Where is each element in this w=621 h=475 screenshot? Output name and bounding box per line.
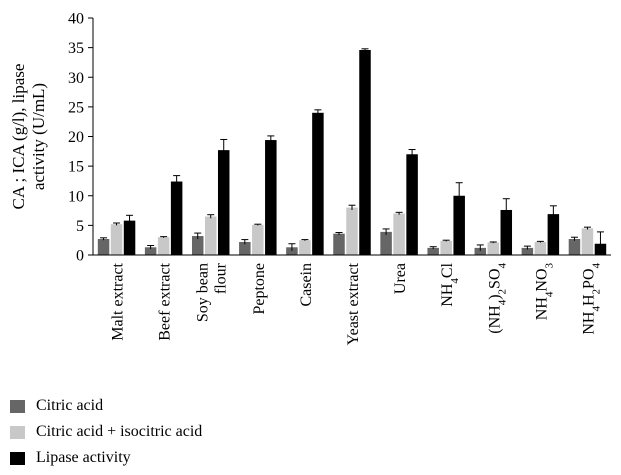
subscript: 2 — [496, 289, 508, 295]
x-tick-label: Yeast extract — [345, 262, 362, 345]
y-tick-label: 40 — [68, 11, 84, 28]
legend-item-citric-acid: Citric acid — [10, 394, 103, 418]
bar-2-3 — [265, 140, 277, 255]
x-tick-label: Malt extract — [110, 262, 127, 340]
y-tick-label: 10 — [68, 188, 84, 205]
bar-0-9 — [521, 247, 534, 255]
x-tick-label: Casein — [298, 263, 315, 307]
x-tick-label: flour — [213, 262, 230, 294]
y-tick-label: 35 — [68, 40, 84, 57]
bar-1-0 — [110, 224, 123, 255]
x-tick-label: (NH4)2SO4 — [486, 263, 508, 334]
label-text: (NH — [486, 305, 503, 334]
x-tick-label: NH4H2PO4 — [580, 263, 602, 335]
bar-1-4 — [299, 240, 311, 255]
label-text: Cl — [439, 262, 456, 278]
subscript: 4 — [496, 299, 508, 305]
x-tick-label: Beef extract — [157, 262, 174, 340]
label-text: H — [580, 294, 597, 306]
bar-2-6 — [406, 154, 418, 255]
legend-swatch — [10, 451, 25, 465]
bar-2-4 — [312, 112, 324, 255]
legend-label: Citric acid + isocitric acid — [36, 423, 203, 440]
bar-2-0 — [123, 220, 136, 255]
bar-0-7 — [427, 247, 439, 255]
bar-1-6 — [393, 213, 405, 255]
y-axis-title-line: CA ; ICA (g/l), lipase — [9, 64, 28, 210]
bar-0-8 — [474, 247, 487, 255]
subscript: 4 — [590, 306, 602, 312]
x-tick-label: NH4Cl — [439, 262, 461, 306]
bar-1-5 — [346, 207, 358, 255]
legend-label: Citric acid — [36, 397, 104, 414]
bar-1-10 — [581, 228, 594, 255]
y-tick-label: 5 — [76, 218, 84, 235]
bar-0-6 — [380, 231, 392, 255]
legend-item-citric-isocitric: Citric acid + isocitric acid — [10, 420, 202, 444]
subscript: 4 — [449, 278, 461, 284]
y-tick-label: 20 — [68, 129, 84, 146]
legend-label: Lipase activity — [36, 449, 131, 466]
label-text: ) — [486, 294, 503, 299]
bar-1-7 — [440, 240, 452, 255]
subscript: 4 — [543, 291, 555, 297]
x-tick-label: Peptone — [251, 263, 268, 315]
bar-1-9 — [534, 241, 547, 255]
bars — [97, 49, 607, 256]
error-bars — [100, 48, 604, 255]
y-axis-title: CA ; ICA (g/l), lipase activity (U/mL) — [9, 64, 48, 210]
subscript: 3 — [543, 263, 555, 269]
bar-1-1 — [157, 237, 170, 255]
x-tick-label: NH4NO3 — [533, 263, 555, 321]
legend-swatch — [10, 399, 25, 413]
bar-0-10 — [568, 239, 581, 255]
subscript: 4 — [590, 263, 602, 269]
y-tick-label: 0 — [76, 248, 84, 265]
subscript: 2 — [590, 289, 602, 295]
bar-0-5 — [333, 233, 345, 255]
bar-2-7 — [453, 195, 465, 255]
axes — [92, 18, 611, 256]
y-tick-label: 25 — [68, 99, 84, 116]
legend-swatch — [10, 425, 25, 439]
label-text: NO — [533, 269, 550, 292]
y-tick-label: 30 — [68, 70, 84, 87]
bar-1-2 — [204, 216, 217, 255]
label-text: SO — [486, 269, 503, 289]
bar-1-3 — [252, 224, 264, 255]
y-axis-title-line: activity (U/mL) — [29, 83, 48, 190]
x-tick-label: Urea — [392, 263, 409, 294]
bar-2-8 — [500, 209, 513, 255]
bar-1-8 — [487, 242, 500, 255]
y-tick-label: 15 — [68, 159, 84, 176]
label-text: NH — [439, 283, 456, 307]
legend-item-lipase-activity: Lipase activity — [10, 446, 131, 470]
bar-0-4 — [286, 247, 298, 255]
bar-0-3 — [239, 241, 251, 255]
bar-2-5 — [359, 49, 371, 256]
bar-2-1 — [170, 181, 183, 255]
bar-2-9 — [547, 214, 560, 255]
label-text: PO — [580, 269, 597, 289]
x-tick-label: Soy bean — [195, 263, 212, 322]
chart: CA ; ICA (g/l), lipase activity (U/mL) 0 5… — [9, 11, 611, 345]
subscript: 4 — [496, 263, 508, 269]
y-axis-ticks: 0 5 10 15 20 25 30 35 40 — [68, 11, 93, 265]
x-axis-labels: Malt extract Beef extract Soy bean flour Pep… — [110, 262, 603, 345]
bar-2-2 — [217, 150, 230, 255]
label-text: NH — [533, 297, 550, 321]
bar-0-0 — [97, 239, 110, 255]
bar-0-1 — [144, 247, 157, 255]
label-text: NH — [580, 311, 597, 335]
bar-0-2 — [191, 236, 204, 255]
